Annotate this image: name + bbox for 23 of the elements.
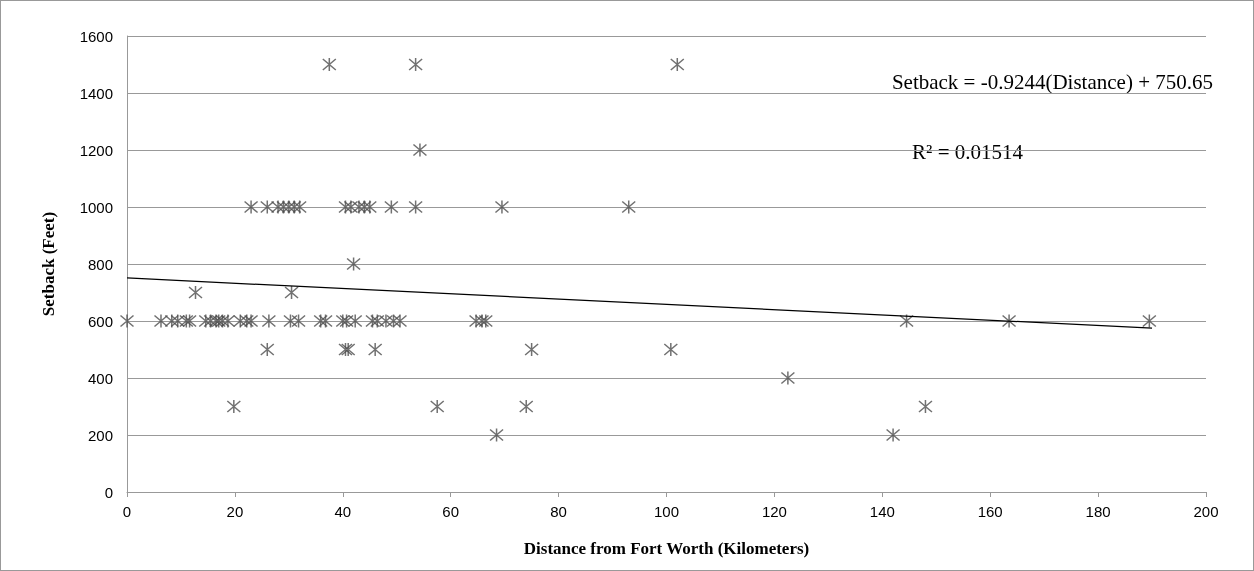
y-tick-label: 1400 (79, 84, 113, 102)
x-tick-label: 20 (226, 503, 244, 520)
y-tick-label: 400 (87, 369, 113, 387)
annotation: Setback = -0.9244(Distance) + 750.65 (891, 69, 1214, 94)
y-tick-label: 200 (87, 426, 113, 444)
y-tick-label: 0 (104, 483, 113, 501)
y-tick-label: 600 (87, 312, 113, 330)
y-tick-label: 800 (87, 255, 113, 273)
y-axis-title: Setback (Feet) (39, 211, 58, 317)
x-tick-label: 160 (977, 503, 1003, 520)
y-tick-label: 1600 (79, 27, 113, 45)
x-tick-label: 80 (550, 503, 567, 520)
x-tick-label: 120 (761, 503, 787, 520)
x-tick-label: 140 (869, 503, 895, 520)
y-tick-label: 1000 (79, 198, 113, 216)
y-tick-label: 1200 (79, 141, 113, 159)
x-tick-label: 200 (1193, 503, 1219, 520)
x-axis-title: Distance from Fort Worth (Kilometers) (523, 539, 810, 558)
x-tick-label: 180 (1085, 503, 1111, 520)
x-tick-label: 60 (442, 503, 460, 520)
x-tick-label: 40 (334, 503, 352, 520)
x-tick-label: 100 (653, 503, 680, 520)
x-tick-label: 0 (122, 503, 132, 520)
